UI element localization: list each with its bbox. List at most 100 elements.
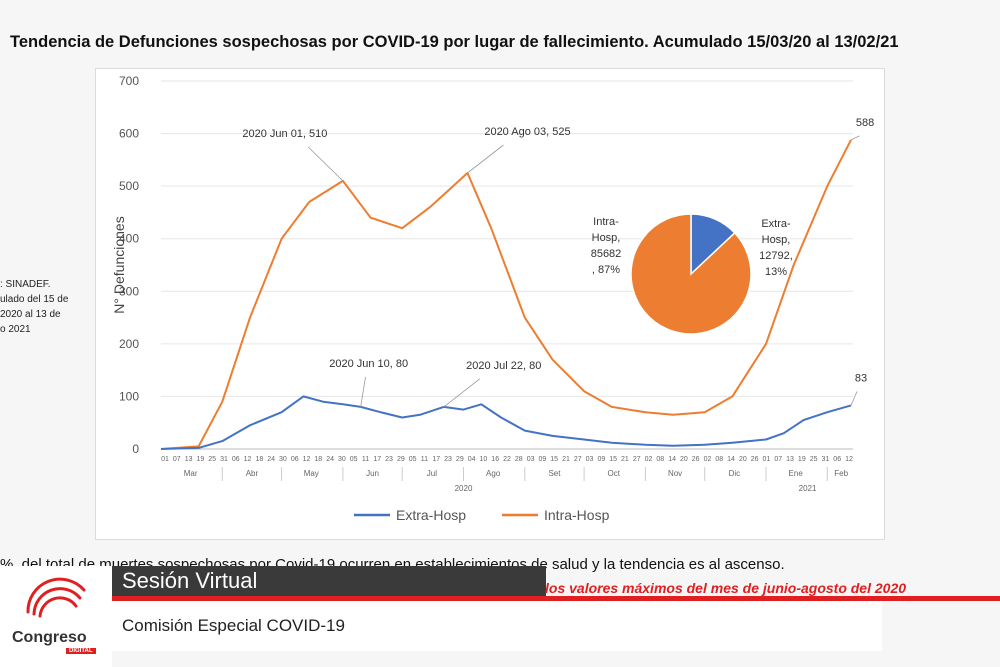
annotation-leader: [307, 146, 344, 182]
pie-label: Hosp,: [762, 234, 791, 246]
x-tick-label: 30: [338, 456, 346, 463]
pie-label: Hosp,: [592, 232, 621, 244]
x-tick-label: 14: [668, 456, 676, 463]
y-tick-label: 0: [132, 442, 139, 456]
y-tick-label: 300: [119, 284, 139, 298]
annotation-leader: [360, 376, 366, 408]
congreso-logo-icon: [26, 577, 86, 618]
x-month-label: Dic: [729, 469, 741, 478]
source-note-line: 2020 al 13 de: [0, 309, 61, 320]
x-tick-label: 15: [609, 456, 617, 463]
pie-label: , 87%: [592, 264, 620, 276]
x-month-label: Ago: [486, 469, 501, 478]
pie-label: Extra-: [761, 218, 791, 230]
x-tick-label: 22: [503, 456, 511, 463]
annotation-leader: [443, 378, 480, 408]
y-tick-label: 500: [119, 179, 139, 193]
x-tick-label: 26: [751, 456, 759, 463]
session-label: Sesión Virtual: [112, 566, 546, 596]
annotation-label: 588: [856, 117, 874, 129]
x-tick-label: 19: [196, 456, 204, 463]
x-tick-label: 16: [491, 456, 499, 463]
x-tick-label: 26: [692, 456, 700, 463]
x-month-label: Set: [548, 469, 561, 478]
x-tick-label: 09: [597, 456, 605, 463]
x-tick-label: 30: [279, 456, 287, 463]
x-tick-label: 06: [291, 456, 299, 463]
annotation-label: 2020 Jun 01, 510: [242, 128, 327, 140]
x-tick-label: 24: [267, 456, 275, 463]
annotation-leader: [467, 144, 504, 174]
x-month-label: Nov: [668, 469, 682, 478]
source-note-line: : SINADEF.: [0, 279, 51, 290]
x-tick-label: 25: [208, 456, 216, 463]
x-tick-label: 01: [763, 456, 771, 463]
x-tick-label: 01: [161, 456, 169, 463]
intra-hosp-line: [160, 139, 852, 450]
x-tick-label: 14: [727, 456, 735, 463]
y-tick-label: 200: [119, 337, 139, 351]
x-tick-label: 10: [480, 456, 488, 463]
chart-title: Tendencia de Defunciones sospechosas por…: [10, 33, 899, 51]
y-tick-label: 600: [119, 127, 139, 141]
logo-badge: DIGITAL: [66, 648, 96, 654]
x-tick-label: 13: [786, 456, 794, 463]
x-tick-label: 27: [574, 456, 582, 463]
source-note: : SINADEF. ulado del 15 de 2020 al 13 de…: [0, 277, 90, 337]
y-tick-label: 700: [119, 74, 139, 88]
x-tick-label: 25: [810, 456, 818, 463]
x-tick-label: 12: [303, 456, 311, 463]
y-axis-label: N° Defunciones: [111, 216, 127, 313]
pie-label: 85682: [591, 248, 622, 260]
red-divider: [112, 596, 1000, 601]
annotation-label: 83: [855, 372, 867, 384]
x-tick-label: 05: [409, 456, 417, 463]
x-tick-label: 23: [444, 456, 452, 463]
x-year-label: 2021: [799, 484, 817, 493]
x-tick-label: 12: [244, 456, 252, 463]
x-tick-label: 11: [421, 456, 428, 463]
x-tick-label: 08: [715, 456, 723, 463]
x-tick-label: 21: [621, 456, 629, 463]
y-tick-label: 400: [119, 232, 139, 246]
x-tick-label: 27: [633, 456, 641, 463]
x-tick-label: 02: [645, 456, 653, 463]
x-tick-label: 06: [833, 456, 841, 463]
annotation-leader: [850, 391, 858, 406]
x-tick-label: 29: [456, 456, 464, 463]
legend-label-intra: Intra-Hosp: [544, 507, 610, 523]
x-month-label: Feb: [834, 469, 848, 478]
logo-text: Congreso: [12, 629, 87, 646]
annotation-label: 2020 Jul 22, 80: [466, 360, 541, 372]
pie-label: 12792,: [759, 250, 793, 262]
ticker-text: los valores máximos del mes de junio-ago…: [545, 580, 907, 596]
x-month-label: Ene: [789, 469, 804, 478]
x-tick-label: 06: [232, 456, 240, 463]
x-tick-label: 28: [515, 456, 523, 463]
x-tick-label: 21: [562, 456, 570, 463]
x-tick-label: 24: [326, 456, 334, 463]
x-tick-label: 20: [680, 456, 688, 463]
x-tick-label: 03: [527, 456, 535, 463]
x-month-label: Jun: [366, 469, 379, 478]
x-tick-label: 09: [538, 456, 546, 463]
x-tick-label: 17: [432, 456, 440, 463]
annotation-label: 2020 Jun 10, 80: [329, 358, 408, 370]
x-month-label: May: [304, 469, 319, 478]
x-month-label: Oct: [608, 469, 621, 478]
x-tick-label: 31: [220, 456, 228, 463]
x-tick-label: 02: [704, 456, 712, 463]
x-tick-label: 18: [255, 456, 263, 463]
x-tick-label: 18: [314, 456, 322, 463]
x-tick-label: 05: [350, 456, 358, 463]
x-tick-label: 11: [362, 456, 369, 463]
x-tick-label: 23: [385, 456, 393, 463]
chart-panel: 0 100 200 300 400 500 600 700 N° Defunciones 01 07…: [95, 68, 885, 540]
x-tick-label: 17: [373, 456, 381, 463]
x-tick-label: 31: [822, 456, 830, 463]
annotation-label: 2020 Ago 03, 525: [484, 126, 570, 138]
x-tick-label: 20: [739, 456, 747, 463]
pie-label: 13%: [765, 266, 787, 278]
source-note-line: ulado del 15 de: [0, 294, 69, 305]
